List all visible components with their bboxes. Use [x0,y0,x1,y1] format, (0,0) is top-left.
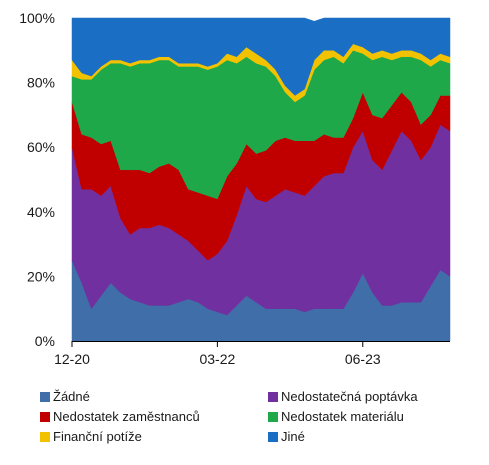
legend-label: Nedostatečná poptávka [281,389,418,404]
x-tick-label: 06-23 [345,351,381,367]
legend-label: Žádné [53,389,90,404]
legend-swatch [40,432,50,442]
legend-swatch [268,412,278,422]
legend-item-zadne: Žádné [40,389,90,404]
y-tick-label: 40% [27,204,55,220]
legend-label: Finanční potíže [53,429,142,444]
area-jine [71,17,451,96]
legend-item-nedostatecna-poptavka: Nedostatečná poptávka [268,389,418,404]
legend-item-nedostatek-materialu: Nedostatek materiálu [268,409,404,424]
legend-swatch [40,392,50,402]
legend-swatch [268,432,278,442]
y-tick-label: 20% [27,268,55,284]
x-tick-label: 03-22 [199,351,235,367]
legend-swatch [40,412,50,422]
legend-item-jine: Jiné [268,429,305,444]
y-tick-label: 60% [27,139,55,155]
legend-label: Jiné [281,429,305,444]
legend-item-financni-potize: Finanční potíže [40,429,142,444]
y-tick-label: 0% [35,333,55,349]
y-tick-label: 80% [27,75,55,91]
y-tick-labels: 0% 20% 40% 60% 80% 100% [19,10,55,349]
x-tick-label: 12-20 [54,351,90,367]
legend-swatch [268,392,278,402]
legend-label: Nedostatek zaměstnanců [53,409,200,424]
legend-label: Nedostatek materiálu [281,409,404,424]
series-areas [71,17,451,342]
y-tick-label: 100% [19,10,55,26]
legend-item-nedostatek-zamestnancu: Nedostatek zaměstnanců [40,409,200,424]
legend: Žádné Nedostatečná poptávka Nedostatek zam… [40,389,418,444]
